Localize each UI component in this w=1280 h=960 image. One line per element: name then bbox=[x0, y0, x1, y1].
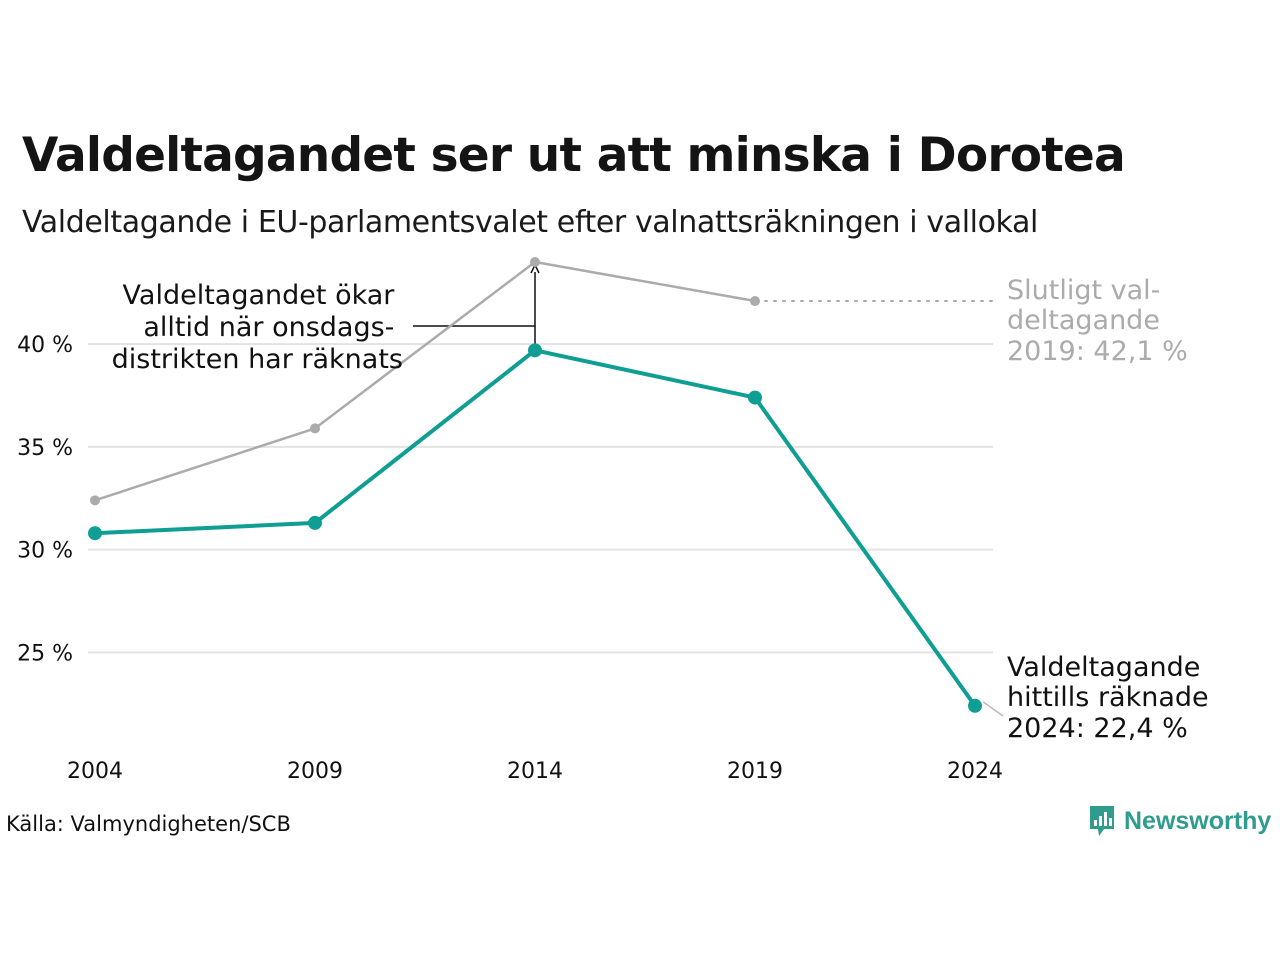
point-counted bbox=[308, 515, 322, 530]
point-final bbox=[310, 423, 320, 434]
x-tick-label: 2019 bbox=[727, 759, 783, 784]
annotation-wednesday-districts: Valdeltagandet ökar alltid när onsdags- … bbox=[112, 280, 403, 375]
annotation-guides bbox=[413, 263, 1004, 717]
y-axis-ticks: 25 % 30 % 35 % 40 % bbox=[17, 333, 73, 666]
series-line-final bbox=[94, 260, 756, 502]
annotation-counted-2024: Valdeltagande hittills räknade 2024: 22,… bbox=[1007, 652, 1217, 744]
bar-chart-icon bbox=[1090, 806, 1114, 836]
annotation-final-2019: Slutligt val- deltagande 2019: 42,1 % bbox=[1007, 275, 1188, 367]
newsworthy-logo: Newsworthy bbox=[1088, 804, 1271, 838]
data-points bbox=[88, 257, 982, 713]
x-tick-label: 2024 bbox=[947, 759, 1003, 784]
y-tick-label: 35 % bbox=[17, 436, 73, 461]
annotation-connector-2024 bbox=[982, 701, 1004, 717]
point-counted bbox=[528, 343, 542, 358]
gridlines bbox=[88, 343, 993, 654]
point-counted bbox=[748, 390, 762, 405]
x-tick-label: 2014 bbox=[507, 759, 563, 784]
chart-subtitle: Valdeltagande i EU-parlamentsvalet efter… bbox=[22, 205, 1038, 240]
y-tick-label: 25 % bbox=[17, 641, 73, 666]
y-tick-label: 30 % bbox=[17, 539, 73, 564]
x-axis-ticks: 2004 2009 2014 2019 2024 bbox=[67, 759, 1003, 784]
point-counted bbox=[88, 526, 102, 541]
chart-title: Valdeltagandet ser ut att minska i Dorot… bbox=[22, 128, 1126, 183]
x-tick-label: 2009 bbox=[287, 759, 343, 784]
x-tick-label: 2004 bbox=[67, 759, 123, 784]
brand-name: Newsworthy bbox=[1124, 806, 1272, 835]
point-final bbox=[90, 495, 100, 506]
point-final bbox=[530, 257, 540, 267]
y-tick-label: 40 % bbox=[17, 333, 73, 358]
point-final bbox=[750, 296, 760, 307]
point-counted bbox=[968, 698, 982, 713]
source-note: Källa: Valmyndigheten/SCB bbox=[6, 812, 291, 836]
